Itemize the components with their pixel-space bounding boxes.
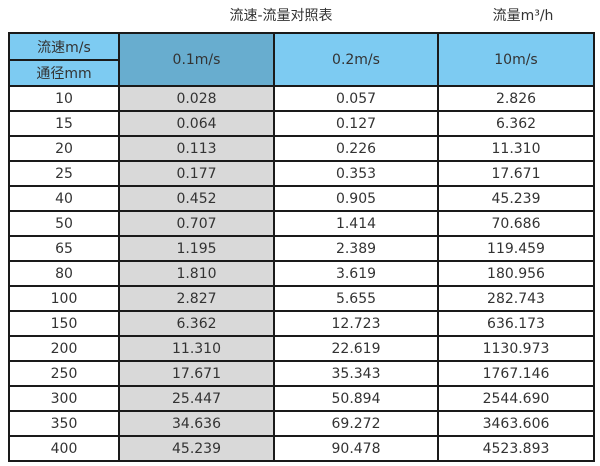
header-col-0-2ms: 0.2m/s — [273, 32, 439, 87]
flow-cell-0-2: 0.905 — [273, 185, 439, 212]
diameter-cell: 10 — [8, 85, 120, 112]
flow-cell-0-2: 1.414 — [273, 210, 439, 237]
diameter-cell: 25 — [8, 160, 120, 187]
table-row: 40 0.452 0.905 45.239 — [8, 185, 595, 212]
flow-cell-0-1: 0.028 — [118, 85, 275, 112]
table-row: 300 25.447 50.894 2544.690 — [8, 385, 595, 412]
header-col-0-1ms: 0.1m/s — [118, 32, 275, 87]
header-col-10ms: 10m/s — [437, 32, 595, 87]
table-title: 流速-流量对照表 — [229, 8, 333, 24]
flow-cell-0-1: 6.362 — [118, 310, 275, 337]
flow-unit-label: 流量m³/h — [492, 8, 554, 24]
diameter-cell: 100 — [8, 285, 120, 312]
diameter-cell: 150 — [8, 310, 120, 337]
flow-cell-0-1: 34.636 — [118, 410, 275, 437]
flow-cell-10: 1130.973 — [437, 335, 595, 362]
flow-cell-0-2: 5.655 — [273, 285, 439, 312]
table-row: 20 0.113 0.226 11.310 — [8, 135, 595, 162]
diameter-cell: 80 — [8, 260, 120, 287]
flow-cell-0-2: 0.057 — [273, 85, 439, 112]
flow-cell-0-2: 0.127 — [273, 110, 439, 137]
flow-cell-0-2: 12.723 — [273, 310, 439, 337]
flow-cell-0-2: 0.226 — [273, 135, 439, 162]
flow-cell-0-1: 0.113 — [118, 135, 275, 162]
flow-cell-0-2: 50.894 — [273, 385, 439, 412]
table-row: 10 0.028 0.057 2.826 — [8, 85, 595, 112]
flow-cell-0-2: 2.389 — [273, 235, 439, 262]
flow-cell-0-1: 0.452 — [118, 185, 275, 212]
diameter-cell: 350 — [8, 410, 120, 437]
flow-cell-0-1: 1.195 — [118, 235, 275, 262]
flow-cell-10: 119.459 — [437, 235, 595, 262]
flow-cell-0-1: 0.064 — [118, 110, 275, 137]
flow-cell-10: 636.173 — [437, 310, 595, 337]
diameter-cell: 400 — [8, 435, 120, 462]
diameter-cell: 50 — [8, 210, 120, 237]
flow-velocity-table: 流速m/s 0.1m/s 0.2m/s 10m/s 通径mm 10 0.028 … — [8, 32, 595, 462]
table-row: 50 0.707 1.414 70.686 — [8, 210, 595, 237]
diameter-cell: 250 — [8, 360, 120, 387]
flow-cell-0-1: 17.671 — [118, 360, 275, 387]
flow-cell-0-1: 1.810 — [118, 260, 275, 287]
flow-cell-10: 3463.606 — [437, 410, 595, 437]
table-row: 25 0.177 0.353 17.671 — [8, 160, 595, 187]
header-diameter: 通径mm — [8, 59, 120, 87]
flow-cell-0-2: 3.619 — [273, 260, 439, 287]
flow-cell-10: 6.362 — [437, 110, 595, 137]
table-row: 100 2.827 5.655 282.743 — [8, 285, 595, 312]
table-row: 80 1.810 3.619 180.956 — [8, 260, 595, 287]
flow-cell-10: 17.671 — [437, 160, 595, 187]
flow-cell-10: 180.956 — [437, 260, 595, 287]
flow-cell-0-1: 45.239 — [118, 435, 275, 462]
flow-cell-0-1: 0.177 — [118, 160, 275, 187]
flow-cell-10: 70.686 — [437, 210, 595, 237]
header-row-2: 通径mm — [8, 59, 594, 87]
flow-cell-10: 11.310 — [437, 135, 595, 162]
flow-cell-10: 4523.893 — [437, 435, 595, 462]
flow-cell-10: 1767.146 — [437, 360, 595, 387]
flow-cell-0-2: 90.478 — [273, 435, 439, 462]
table-row: 350 34.636 69.272 3463.606 — [8, 410, 595, 437]
diameter-cell: 200 — [8, 335, 120, 362]
flow-cell-0-2: 69.272 — [273, 410, 439, 437]
flow-cell-10: 45.239 — [437, 185, 595, 212]
flow-cell-0-1: 2.827 — [118, 285, 275, 312]
diameter-cell: 40 — [8, 185, 120, 212]
flow-cell-0-2: 35.343 — [273, 360, 439, 387]
flow-cell-0-2: 0.353 — [273, 160, 439, 187]
table-row: 250 17.671 35.343 1767.146 — [8, 360, 595, 387]
flow-cell-10: 2.826 — [437, 85, 595, 112]
flow-cell-0-1: 25.447 — [118, 385, 275, 412]
diameter-cell: 65 — [8, 235, 120, 262]
table-row: 400 45.239 90.478 4523.893 — [8, 435, 595, 462]
header-flow-velocity: 流速m/s — [8, 32, 120, 61]
flow-cell-0-2: 22.619 — [273, 335, 439, 362]
flow-cell-0-1: 0.707 — [118, 210, 275, 237]
flow-cell-0-1: 11.310 — [118, 335, 275, 362]
diameter-cell: 20 — [8, 135, 120, 162]
diameter-cell: 300 — [8, 385, 120, 412]
flow-cell-10: 282.743 — [437, 285, 595, 312]
table-row: 65 1.195 2.389 119.459 — [8, 235, 595, 262]
table-row: 150 6.362 12.723 636.173 — [8, 310, 595, 337]
header-row-1: 流速m/s 0.1m/s 0.2m/s 10m/s — [8, 32, 595, 87]
table-row: 200 11.310 22.619 1130.973 — [8, 335, 595, 362]
flow-cell-10: 2544.690 — [437, 385, 595, 412]
diameter-cell: 15 — [8, 110, 120, 137]
table-row: 15 0.064 0.127 6.362 — [8, 110, 595, 137]
